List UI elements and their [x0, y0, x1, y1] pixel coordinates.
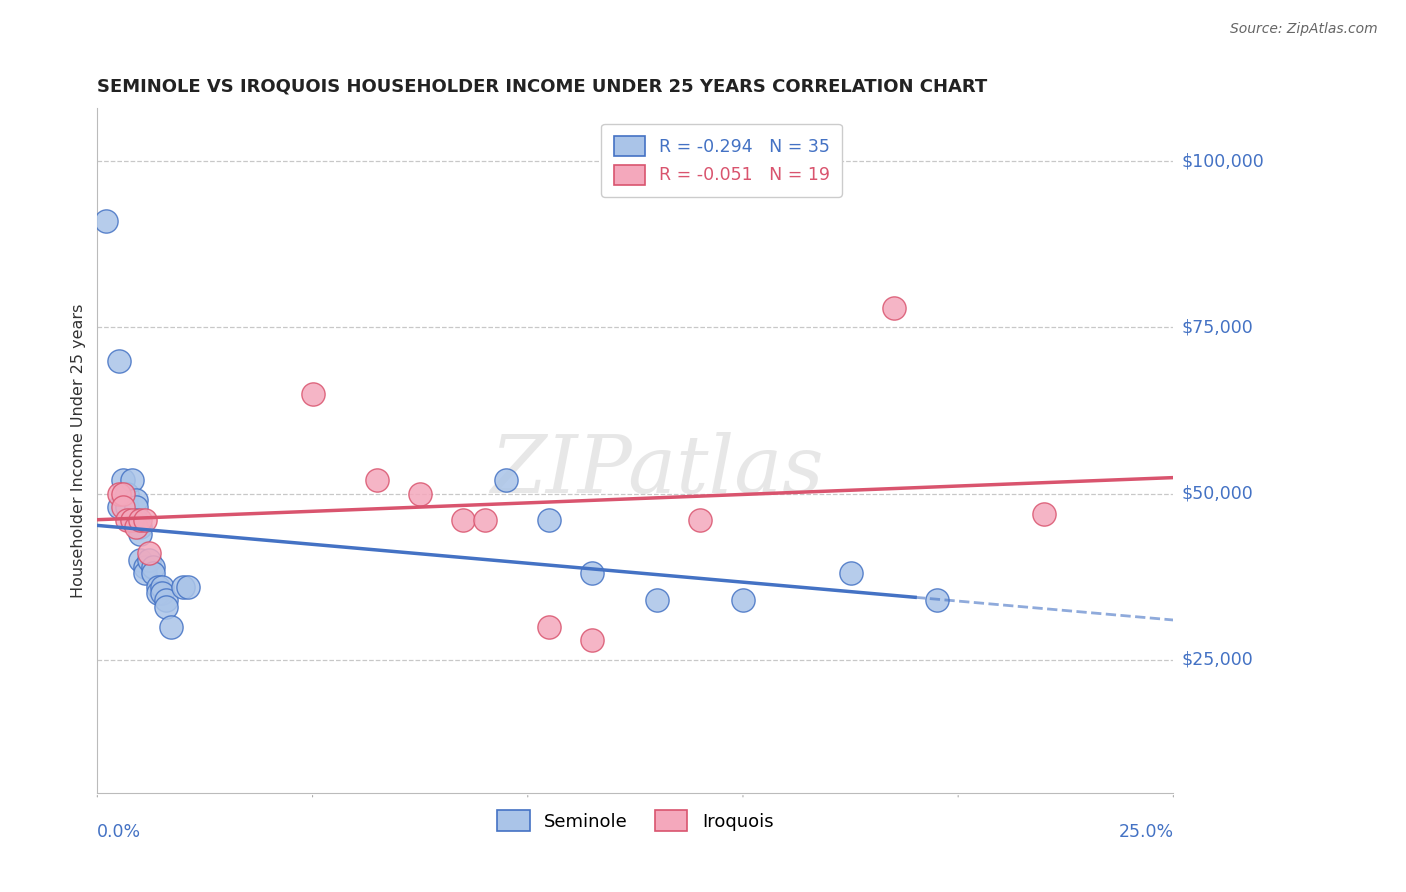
Point: [538, 619, 561, 633]
Point: [150, 580, 173, 594]
Point: [883, 301, 905, 315]
Point: [138, 546, 160, 560]
Point: [117, 486, 139, 500]
Point: [159, 619, 181, 633]
Point: [301, 387, 323, 401]
Point: [409, 486, 432, 500]
Point: [925, 593, 948, 607]
Point: [108, 500, 131, 514]
Point: [134, 559, 156, 574]
Point: [129, 526, 152, 541]
Point: [142, 566, 165, 581]
Point: [138, 553, 160, 567]
Point: [112, 474, 135, 488]
Point: [1033, 507, 1056, 521]
Point: [112, 486, 135, 500]
Point: [134, 566, 156, 581]
Point: [366, 474, 388, 488]
Text: 25.0%: 25.0%: [1118, 823, 1174, 841]
Point: [146, 586, 169, 600]
Point: [129, 553, 152, 567]
Point: [125, 520, 148, 534]
Point: [125, 500, 148, 514]
Text: Source: ZipAtlas.com: Source: ZipAtlas.com: [1230, 22, 1378, 37]
Point: [121, 513, 143, 527]
Point: [129, 513, 152, 527]
Point: [108, 486, 131, 500]
Point: [474, 513, 496, 527]
Point: [689, 513, 711, 527]
Point: [645, 593, 668, 607]
Text: $75,000: $75,000: [1181, 318, 1254, 336]
Point: [108, 353, 131, 368]
Point: [839, 566, 862, 581]
Point: [581, 566, 603, 581]
Point: [731, 593, 754, 607]
Text: $100,000: $100,000: [1181, 153, 1264, 170]
Point: [94, 214, 117, 228]
Point: [125, 513, 148, 527]
Point: [150, 586, 173, 600]
Text: 0.0%: 0.0%: [97, 823, 142, 841]
Text: SEMINOLE VS IROQUOIS HOUSEHOLDER INCOME UNDER 25 YEARS CORRELATION CHART: SEMINOLE VS IROQUOIS HOUSEHOLDER INCOME …: [97, 78, 987, 95]
Y-axis label: Householder Income Under 25 years: Householder Income Under 25 years: [72, 303, 86, 598]
Point: [581, 632, 603, 647]
Point: [495, 474, 517, 488]
Point: [112, 500, 135, 514]
Point: [134, 513, 156, 527]
Legend: Seminole, Iroquois: Seminole, Iroquois: [489, 803, 780, 838]
Point: [117, 500, 139, 514]
Point: [121, 474, 143, 488]
Point: [117, 513, 139, 527]
Point: [146, 580, 169, 594]
Point: [172, 580, 194, 594]
Text: ZIPatlas: ZIPatlas: [491, 433, 824, 509]
Point: [177, 580, 200, 594]
Point: [451, 513, 474, 527]
Point: [125, 493, 148, 508]
Text: $25,000: $25,000: [1181, 651, 1254, 669]
Point: [538, 513, 561, 527]
Point: [121, 513, 143, 527]
Point: [129, 520, 152, 534]
Text: $50,000: $50,000: [1181, 484, 1254, 503]
Point: [142, 559, 165, 574]
Point: [155, 599, 177, 614]
Point: [155, 593, 177, 607]
